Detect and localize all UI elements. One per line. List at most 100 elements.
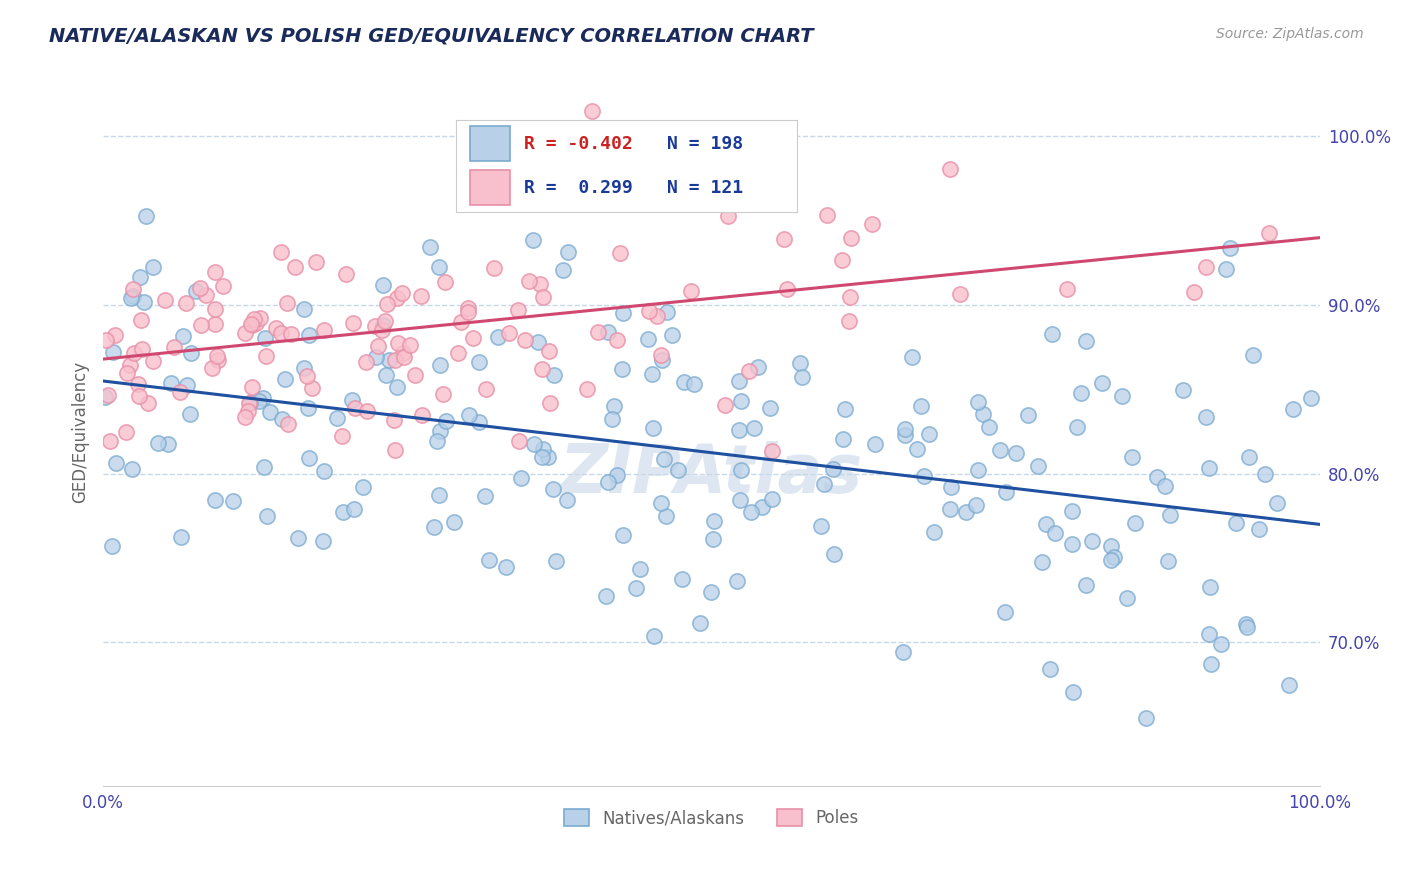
Point [838, 314, 860, 328]
Point [204, 301, 226, 316]
Point [939, 501, 962, 516]
Point [1225, 516, 1247, 530]
Point [1121, 450, 1143, 464]
Point [537, 450, 560, 465]
Point [419, 240, 441, 254]
Point [714, 398, 737, 412]
Point [831, 433, 853, 447]
Point [122, 346, 145, 360]
Point [1043, 525, 1066, 540]
Point [457, 301, 479, 315]
Point [343, 401, 366, 415]
Point [422, 520, 444, 534]
Point [1199, 657, 1222, 671]
Point [939, 480, 962, 494]
Point [373, 277, 395, 292]
Point [541, 482, 564, 496]
Point [650, 496, 672, 510]
Point [298, 327, 321, 342]
Point [910, 399, 932, 413]
Point [546, 554, 568, 568]
Point [967, 395, 990, 409]
Point [411, 408, 433, 422]
Point [301, 380, 323, 394]
Point [254, 331, 277, 345]
Point [188, 281, 211, 295]
Point [484, 261, 506, 276]
Point [557, 244, 579, 259]
Point [747, 360, 769, 375]
Point [643, 421, 665, 435]
Point [429, 424, 451, 438]
Point [612, 306, 634, 320]
Point [1035, 517, 1057, 532]
Point [1099, 552, 1122, 566]
Point [1254, 467, 1277, 481]
Point [1299, 392, 1322, 406]
Point [810, 519, 832, 533]
Point [517, 274, 540, 288]
Point [1123, 516, 1146, 530]
Point [1198, 627, 1220, 641]
Point [404, 368, 426, 383]
Point [105, 456, 128, 470]
Point [689, 616, 711, 631]
Point [98, 434, 121, 449]
Point [240, 380, 263, 394]
Point [761, 443, 783, 458]
Point [297, 401, 319, 415]
Point [146, 436, 169, 450]
Point [543, 368, 565, 382]
Point [212, 278, 235, 293]
Point [457, 305, 479, 319]
Point [142, 260, 165, 275]
Point [949, 287, 972, 301]
Point [893, 427, 915, 442]
Point [294, 361, 316, 376]
Point [94, 390, 117, 404]
Point [1091, 376, 1114, 391]
Text: Source: ZipAtlas.com: Source: ZipAtlas.com [1216, 27, 1364, 41]
Point [364, 350, 387, 364]
Text: NATIVE/ALASKAN VS POLISH GED/EQUIVALENCY CORRELATION CHART: NATIVE/ALASKAN VS POLISH GED/EQUIVALENCY… [49, 27, 814, 45]
Legend: Natives/Alaskans, Poles: Natives/Alaskans, Poles [557, 803, 866, 834]
Point [595, 590, 617, 604]
Point [474, 489, 496, 503]
Point [610, 362, 633, 376]
Point [588, 325, 610, 339]
Point [894, 422, 917, 436]
Point [256, 509, 278, 524]
Point [233, 410, 256, 425]
Point [759, 401, 782, 415]
Point [860, 218, 883, 232]
Point [1198, 580, 1220, 594]
Point [475, 382, 498, 396]
Point [1198, 460, 1220, 475]
Point [249, 311, 271, 326]
Point [1005, 446, 1028, 460]
Point [1070, 386, 1092, 401]
Point [821, 462, 844, 476]
Point [637, 332, 659, 346]
Point [628, 562, 651, 576]
Point [725, 574, 748, 588]
Point [823, 547, 845, 561]
Point [1153, 478, 1175, 492]
Point [1234, 617, 1257, 632]
Point [156, 436, 179, 450]
Point [717, 209, 740, 223]
Point [683, 377, 706, 392]
Point [652, 452, 675, 467]
Y-axis label: GED/Equivalency: GED/Equivalency [72, 360, 89, 503]
Point [988, 443, 1011, 458]
Point [467, 355, 489, 369]
Point [738, 363, 761, 377]
Point [650, 348, 672, 362]
Point [1062, 504, 1084, 518]
Point [101, 344, 124, 359]
Point [204, 265, 226, 279]
Point [967, 463, 990, 477]
Point [1062, 685, 1084, 699]
Point [789, 356, 811, 370]
Point [426, 434, 449, 448]
